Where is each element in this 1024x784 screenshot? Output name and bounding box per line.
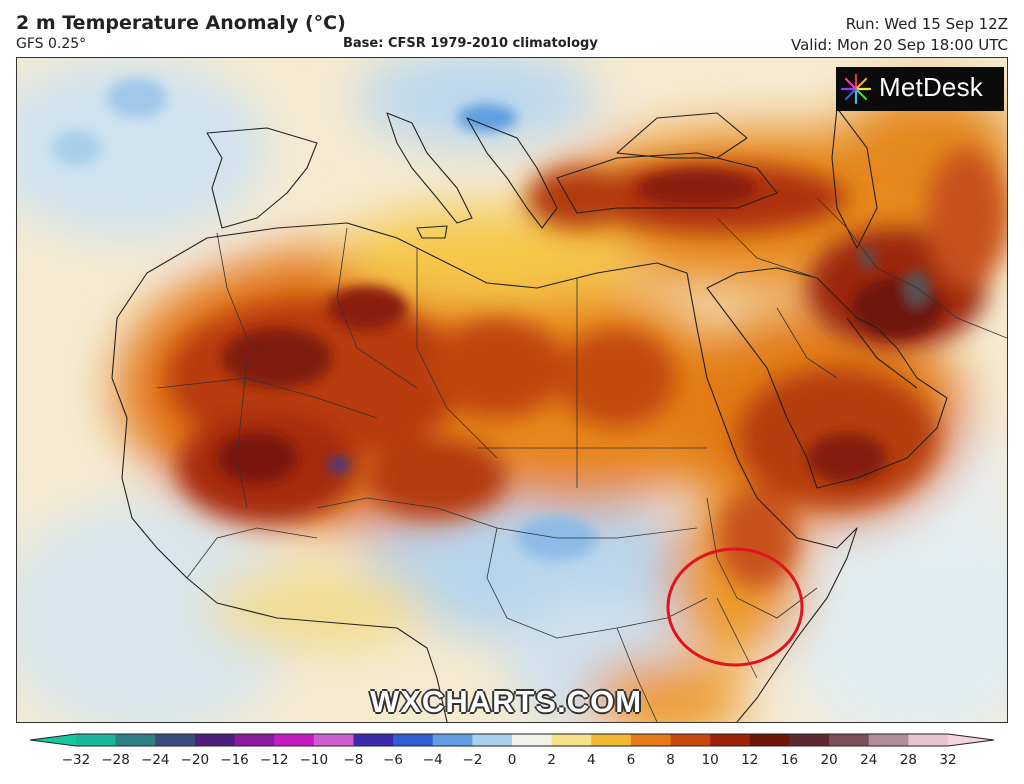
colorbar-tick-label: 0 bbox=[507, 752, 517, 768]
colorbar-segment bbox=[353, 734, 394, 746]
colorbar-tick-label: −24 bbox=[141, 752, 170, 768]
colorbar-tick-label: 12 bbox=[741, 752, 759, 768]
colorbar-segment bbox=[432, 734, 473, 746]
colorbar-tick-label: 8 bbox=[666, 752, 675, 768]
colorbar-tick-label: 28 bbox=[899, 752, 917, 768]
highlight-circle bbox=[666, 547, 804, 667]
anomaly-map bbox=[16, 57, 1008, 723]
metdesk-logo: MetDesk bbox=[836, 67, 1004, 111]
colorbar-tick-label: −32 bbox=[61, 752, 91, 768]
colorbar-tick-label: 32 bbox=[939, 752, 957, 768]
map-title: 2 m Temperature Anomaly (°C) bbox=[16, 12, 346, 34]
colorbar-segment bbox=[512, 734, 553, 746]
colorbar-segment bbox=[115, 734, 156, 746]
colorbar-segment bbox=[829, 734, 870, 746]
colorbar-tick-label: −12 bbox=[259, 752, 289, 768]
colorbar-segment bbox=[591, 734, 632, 746]
colorbar-tick-label: −20 bbox=[180, 752, 210, 768]
colorbar-tick-label: −16 bbox=[220, 752, 249, 768]
metdesk-logo-text: MetDesk bbox=[879, 72, 983, 102]
wxcharts-watermark: WXCHARTS.COM bbox=[370, 684, 643, 719]
colorbar-tick-label: −8 bbox=[343, 752, 364, 768]
colorbar-arrow-right bbox=[948, 734, 994, 746]
colorbar-tick-label: 6 bbox=[626, 752, 636, 768]
colorbar-segment bbox=[76, 734, 117, 746]
colorbar-tick-label: 4 bbox=[586, 752, 596, 768]
colorbar-outline bbox=[29, 733, 995, 747]
model-label: GFS 0.25° bbox=[16, 36, 87, 52]
colorbar-tick-label: −4 bbox=[422, 752, 443, 768]
colorbar-segment bbox=[234, 734, 275, 746]
colorbar-segment bbox=[194, 734, 236, 746]
starburst-icon bbox=[840, 73, 872, 105]
base-climatology-label: Base: CFSR 1979-2010 climatology bbox=[343, 36, 598, 51]
colorbar-segment bbox=[789, 734, 830, 746]
colorbar-strip bbox=[29, 733, 995, 747]
colorbar-segment bbox=[908, 734, 949, 746]
colorbar-segment bbox=[868, 734, 909, 746]
colorbar-segment bbox=[393, 734, 434, 746]
run-time-label: Run: Wed 15 Sep 12Z bbox=[845, 15, 1008, 33]
colorbar-arrow-left bbox=[30, 734, 76, 746]
colorbar-tick-label: 10 bbox=[701, 752, 719, 768]
colorbar-segment bbox=[749, 734, 790, 746]
colorbar-tick-label: 24 bbox=[860, 752, 878, 768]
colorbar-segment bbox=[551, 734, 592, 746]
colorbar-tick-label: 16 bbox=[780, 752, 799, 768]
colorbar-segment bbox=[670, 734, 711, 746]
colorbar-tick-label: 2 bbox=[547, 752, 556, 768]
colorbar: −32 −28 −24 −20 −16 −12 −10 −8 −6 −4 −2 0 2 4 6 8 10 12 16… bbox=[0, 728, 1024, 784]
anomaly-field bbox=[17, 58, 1007, 722]
colorbar-segment bbox=[155, 734, 196, 746]
map-header: 2 m Temperature Anomaly (°C) GFS 0.25° B… bbox=[0, 0, 1024, 56]
colorbar-tick-label: 20 bbox=[820, 752, 838, 768]
colorbar-segment bbox=[313, 734, 354, 746]
colorbar-segment bbox=[472, 734, 513, 746]
country-borders bbox=[156, 197, 1007, 722]
colorbar-segment bbox=[710, 734, 751, 746]
colorbar-tick-label: −10 bbox=[299, 752, 329, 768]
valid-time-label: Valid: Mon 20 Sep 18:00 UTC bbox=[791, 36, 1008, 54]
colorbar-segment bbox=[274, 734, 315, 746]
map-canvas bbox=[17, 58, 1007, 722]
colorbar-segment bbox=[630, 734, 672, 746]
colorbar-tick-label: −6 bbox=[383, 752, 404, 768]
colorbar-tick-label: −2 bbox=[462, 752, 483, 768]
colorbar-tick-label: −28 bbox=[101, 752, 130, 768]
